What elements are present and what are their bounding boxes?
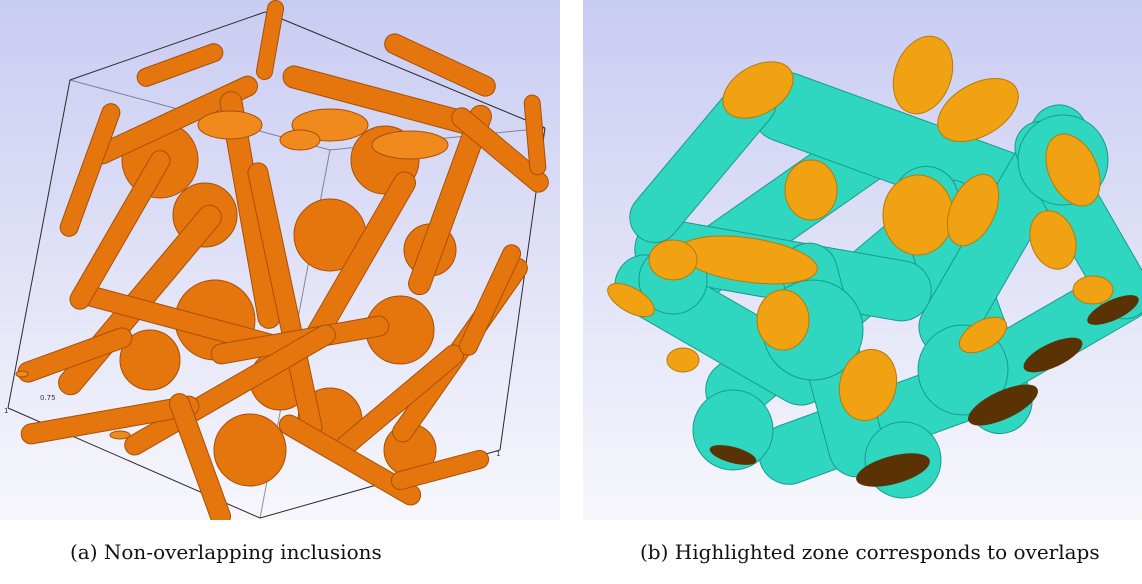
inclusions-group: [15, 0, 549, 520]
overlap-highlights-group: [607, 35, 1114, 422]
overlap-highlight-image: [583, 0, 1142, 520]
panel-b-render: [583, 0, 1142, 520]
axis-tick-labels: 1 0.75 1: [4, 394, 500, 458]
non-overlapping-inclusions-image: 1 0.75 1: [0, 0, 560, 520]
caption-panel-b: (b) Highlighted zone corresponds to over…: [640, 540, 1100, 564]
caption-panel-a: (a) Non-overlapping inclusions: [70, 540, 382, 564]
axis-tick-left-corner: 1: [4, 407, 8, 415]
axis-tick-right-corner: 1: [496, 450, 500, 458]
panel-a-render: 1 0.75 1: [0, 0, 560, 520]
axis-tick-inner: 0.75: [40, 394, 56, 402]
shadow-caps-group: [709, 295, 1139, 487]
